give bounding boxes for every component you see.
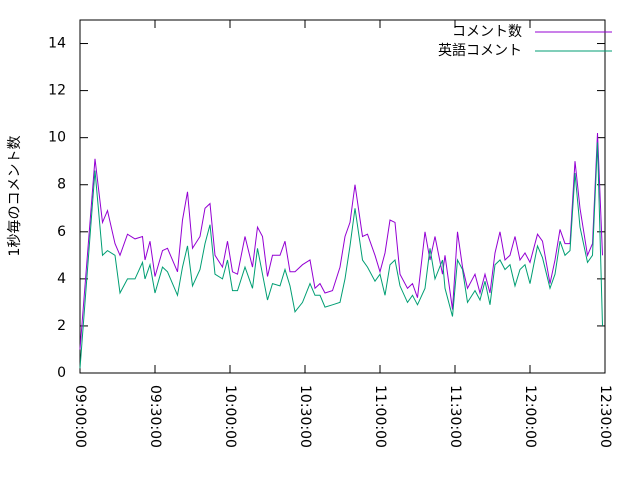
legend-label: コメント数 [452, 24, 522, 40]
y-tick-label: 10 [48, 130, 66, 146]
x-tick-label: 12:30:00 [597, 385, 613, 448]
y-axis-label: 1秒毎のコメント数 [7, 136, 23, 257]
legend-label: 英語コメント [438, 42, 522, 59]
y-tick-label: 2 [57, 318, 66, 334]
x-tick-label: 12:00:00 [522, 385, 538, 448]
x-tick-label: 11:00:00 [372, 385, 388, 448]
y-tick-label: 14 [48, 36, 66, 52]
y-tick-label: 4 [57, 271, 66, 287]
x-tick-label: 09:30:00 [147, 385, 163, 448]
y-tick-label: 8 [57, 177, 66, 193]
x-tick-label: 09:00:00 [72, 385, 88, 448]
series-line [79, 142, 603, 369]
x-tick-label: 10:00:00 [222, 385, 238, 448]
y-tick-label: 6 [57, 224, 66, 240]
x-tick-label: 11:30:00 [447, 385, 463, 448]
plot-border [79, 19, 606, 374]
series-line [79, 132, 603, 350]
y-tick-label: 12 [48, 83, 66, 99]
x-tick-label: 10:30:00 [297, 385, 313, 448]
y-tick-label: 0 [57, 365, 66, 381]
